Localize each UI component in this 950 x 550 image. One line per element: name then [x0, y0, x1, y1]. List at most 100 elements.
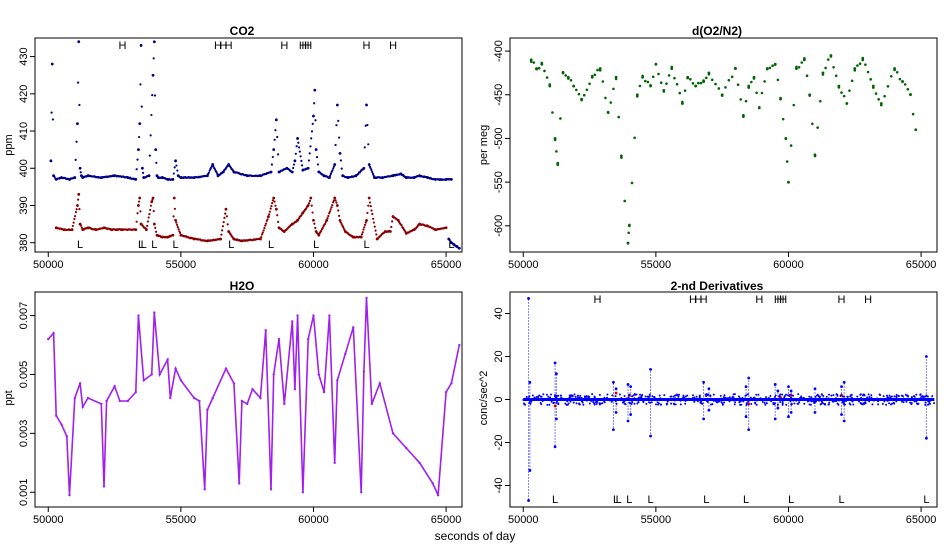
deriv-point	[867, 393, 870, 396]
deriv-point	[868, 400, 871, 403]
h2o-ylabel: ppt	[3, 390, 15, 405]
co2-high-marker: H	[389, 40, 397, 52]
o2-point	[869, 78, 872, 81]
deriv-point	[895, 397, 898, 400]
o2-point	[627, 231, 630, 235]
deriv-point	[527, 297, 530, 300]
h2o-point	[370, 402, 374, 406]
h2o-point	[224, 367, 228, 370]
deriv-point	[796, 402, 799, 405]
deriv-point	[527, 397, 530, 400]
co2-low-marker: L	[77, 239, 83, 251]
deriv-point	[904, 393, 907, 396]
o2-point	[724, 86, 727, 89]
co2-point	[337, 119, 340, 122]
deriv-point	[679, 403, 682, 406]
deriv-point	[646, 398, 649, 401]
co2-point	[152, 57, 155, 60]
deriv-low-marker: L	[703, 494, 709, 506]
co2-point	[245, 174, 249, 178]
deriv-point	[614, 391, 618, 395]
deriv-point	[695, 395, 698, 398]
deriv-point	[606, 393, 609, 396]
co2-point	[340, 222, 343, 225]
co2-high-marker: H	[302, 40, 310, 52]
deriv-point	[527, 499, 530, 502]
co2-point	[232, 237, 236, 241]
deriv-point	[830, 399, 833, 402]
deriv-point	[895, 393, 898, 396]
co2-point	[313, 102, 316, 105]
o2-point	[566, 75, 570, 79]
deriv-point	[813, 402, 816, 405]
h2o-point	[100, 402, 103, 406]
deriv-point	[587, 395, 590, 398]
deriv-point	[541, 400, 544, 403]
deriv-point	[799, 397, 802, 400]
deriv-point	[631, 395, 634, 398]
deriv-point	[774, 394, 777, 397]
deriv-point	[666, 402, 669, 405]
deriv-point	[877, 403, 880, 406]
deriv-point	[895, 400, 898, 403]
deriv-point	[813, 387, 817, 391]
o2-point	[779, 97, 782, 101]
co2-point	[370, 168, 373, 172]
h2o-point	[312, 314, 315, 317]
co2-point	[308, 152, 311, 155]
deriv-point	[866, 396, 869, 399]
h2o-point	[52, 332, 55, 335]
h2o-point	[245, 402, 249, 406]
deriv-point	[529, 398, 532, 401]
deriv-point	[732, 393, 735, 396]
o2-point	[834, 74, 838, 78]
co2-point	[62, 228, 66, 232]
co2-point	[371, 170, 374, 174]
o2-point	[651, 75, 655, 79]
co2-point	[150, 113, 153, 117]
deriv-point	[861, 394, 864, 397]
deriv-point	[525, 396, 528, 399]
co2-point	[307, 202, 311, 205]
deriv-point	[886, 396, 889, 399]
co2-point	[171, 233, 175, 237]
h2o-point	[360, 491, 363, 494]
deriv-point	[835, 393, 838, 396]
deriv-point	[928, 402, 931, 405]
deriv-point	[581, 401, 584, 404]
co2-point	[360, 233, 364, 236]
co2-point	[338, 214, 341, 217]
co2-point	[325, 218, 329, 222]
co2-point	[368, 165, 372, 168]
deriv-point	[807, 399, 810, 402]
deriv-point	[598, 393, 601, 396]
co2-marks	[49, 40, 461, 250]
co2-point	[340, 167, 343, 170]
co2-point	[136, 212, 139, 215]
o2-point	[763, 80, 766, 83]
co2-point	[292, 163, 296, 166]
o2-point	[543, 69, 546, 73]
deriv-point	[528, 395, 531, 398]
co2-point	[135, 220, 138, 223]
h2o-point	[81, 405, 84, 409]
co2-point	[81, 176, 85, 179]
o2-point	[813, 154, 817, 158]
deriv-point	[789, 389, 793, 393]
deriv-point	[603, 396, 606, 399]
deriv-point	[614, 400, 617, 403]
deriv-point	[915, 393, 918, 396]
h2o-point	[450, 382, 453, 385]
deriv-point	[691, 396, 694, 399]
deriv-point	[550, 393, 553, 396]
deriv-point	[577, 397, 580, 400]
h2o-point	[322, 390, 326, 394]
o2-title: d(O2/N2)	[692, 24, 742, 38]
deriv-point	[893, 395, 896, 398]
deriv-point	[709, 397, 712, 400]
o2-point	[559, 117, 562, 120]
o2-point	[714, 82, 717, 86]
deriv-point	[567, 402, 570, 405]
o2-point	[795, 67, 798, 70]
